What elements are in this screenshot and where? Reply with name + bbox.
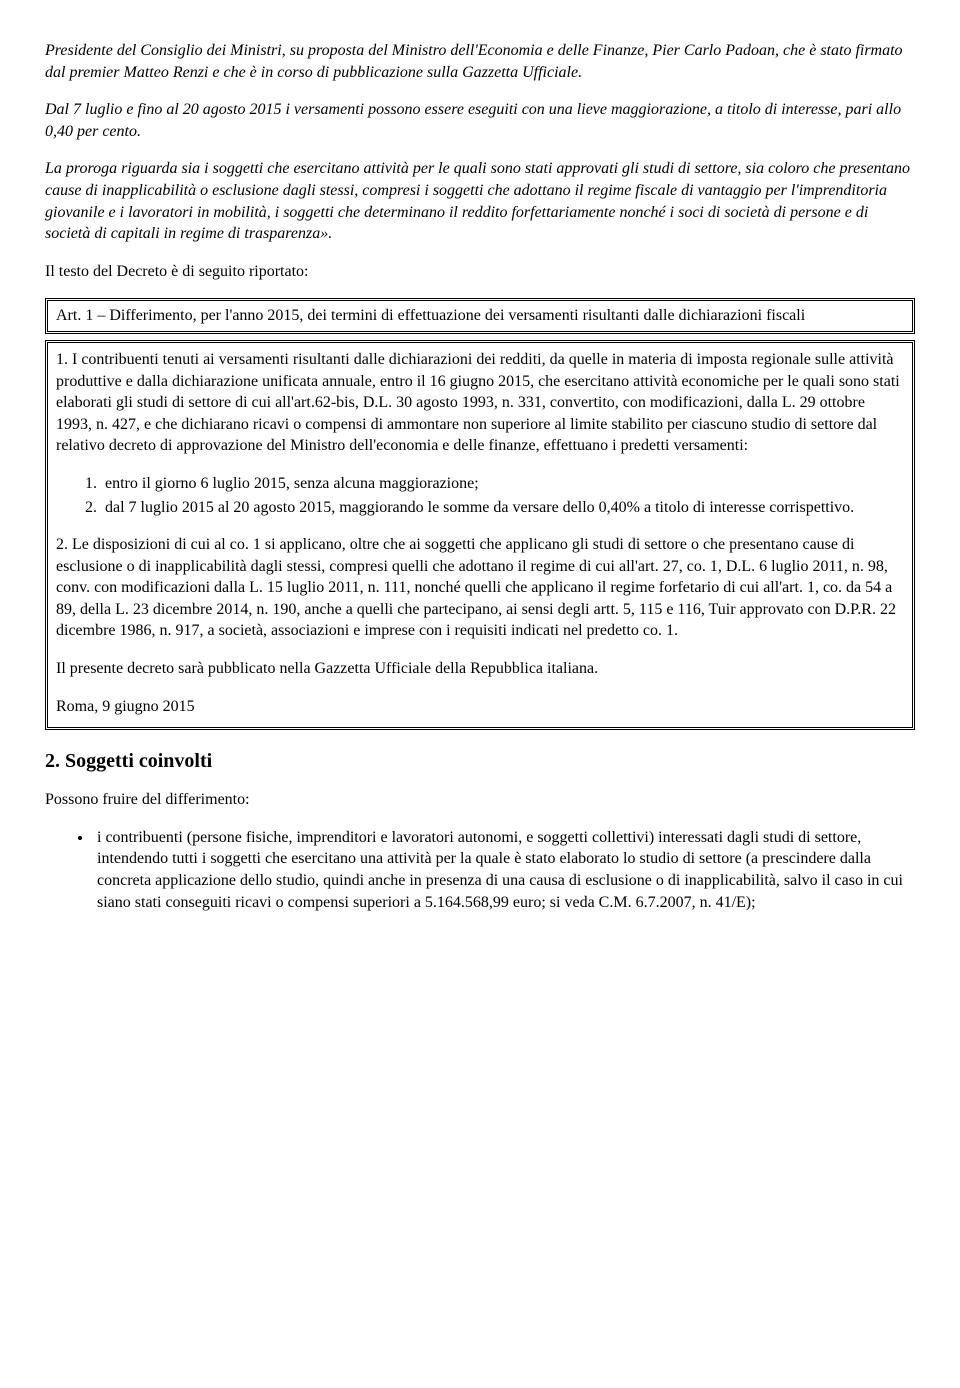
article-list-item-1: entro il giorno 6 luglio 2015, senza alc… [101, 473, 904, 495]
intro-paragraph-1: Presidente del Consiglio dei Ministri, s… [45, 40, 915, 83]
intro-paragraph-3: La proroga riguarda sia i soggetti che e… [45, 158, 915, 244]
article-list-item-2: dal 7 luglio 2015 al 20 agosto 2015, mag… [101, 497, 904, 519]
section-2-heading: 2. Soggetti coinvolti [45, 748, 915, 775]
article-title: Art. 1 – Differimento, per l'anno 2015, … [56, 307, 805, 324]
article-body-date: Roma, 9 giugno 2015 [56, 696, 904, 718]
section-2-bullet-list: i contribuenti (persone fisiche, imprend… [45, 827, 915, 913]
article-ordered-list: entro il giorno 6 luglio 2015, senza alc… [56, 473, 904, 518]
article-body-p2: 2. Le disposizioni di cui al co. 1 si ap… [56, 534, 904, 642]
article-body-p1: 1. I contribuenti tenuti ai versamenti r… [56, 349, 904, 457]
article-title-box: Art. 1 – Differimento, per l'anno 2015, … [45, 298, 915, 334]
article-body-box: 1. I contribuenti tenuti ai versamenti r… [45, 340, 915, 730]
intro-paragraph-4: Il testo del Decreto è di seguito riport… [45, 261, 915, 283]
article-body-p3: Il presente decreto sarà pubblicato nell… [56, 658, 904, 680]
section-2-intro: Possono fruire del differimento: [45, 789, 915, 811]
intro-paragraph-2: Dal 7 luglio e fino al 20 agosto 2015 i … [45, 99, 915, 142]
section-2-bullet-1: i contribuenti (persone fisiche, imprend… [93, 827, 915, 913]
